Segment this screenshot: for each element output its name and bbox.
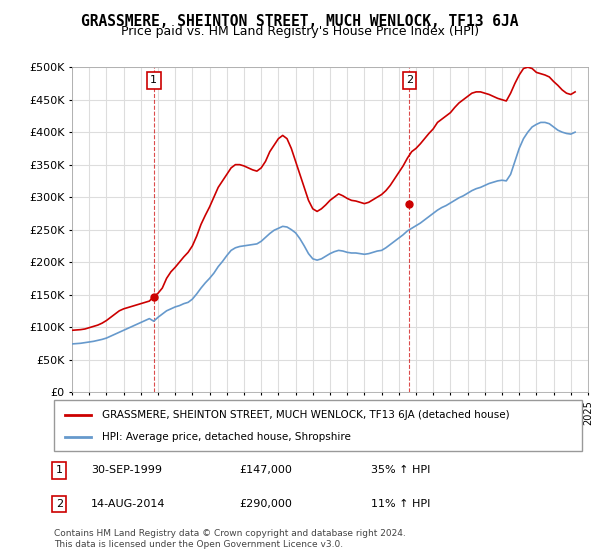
Text: Price paid vs. HM Land Registry's House Price Index (HPI): Price paid vs. HM Land Registry's House …: [121, 25, 479, 38]
Text: 2: 2: [56, 499, 63, 509]
Text: 30-SEP-1999: 30-SEP-1999: [91, 465, 162, 475]
Text: 2: 2: [406, 75, 413, 85]
Text: £290,000: £290,000: [239, 499, 292, 509]
Text: GRASSMERE, SHEINTON STREET, MUCH WENLOCK, TF13 6JA: GRASSMERE, SHEINTON STREET, MUCH WENLOCK…: [81, 14, 519, 29]
Text: HPI: Average price, detached house, Shropshire: HPI: Average price, detached house, Shro…: [101, 432, 350, 442]
Text: 1: 1: [56, 465, 63, 475]
Text: 11% ↑ HPI: 11% ↑ HPI: [371, 499, 430, 509]
Text: 35% ↑ HPI: 35% ↑ HPI: [371, 465, 430, 475]
Text: GRASSMERE, SHEINTON STREET, MUCH WENLOCK, TF13 6JA (detached house): GRASSMERE, SHEINTON STREET, MUCH WENLOCK…: [101, 409, 509, 419]
Text: 14-AUG-2014: 14-AUG-2014: [91, 499, 166, 509]
FancyBboxPatch shape: [54, 400, 582, 451]
Text: Contains HM Land Registry data © Crown copyright and database right 2024.
This d: Contains HM Land Registry data © Crown c…: [54, 529, 406, 549]
Text: £147,000: £147,000: [239, 465, 292, 475]
Text: 1: 1: [150, 75, 157, 85]
